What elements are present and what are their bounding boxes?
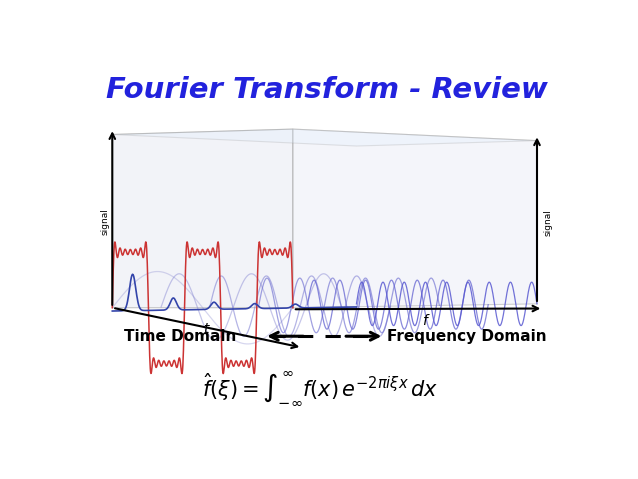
Text: Fourier Transform - Review: Fourier Transform - Review (106, 76, 548, 104)
Polygon shape (112, 129, 293, 308)
Text: signal: signal (544, 209, 553, 236)
Polygon shape (293, 129, 537, 308)
Text: Frequency Domain: Frequency Domain (387, 329, 547, 344)
Text: $t$: $t$ (202, 322, 211, 336)
Polygon shape (112, 129, 537, 146)
Text: signal: signal (100, 208, 109, 235)
Text: $f$: $f$ (422, 313, 431, 328)
Text: $\hat{f}(\xi) = \int_{-\infty}^{\infty} f(x)\, e^{-2\pi i \xi x}\, dx$: $\hat{f}(\xi) = \int_{-\infty}^{\infty} … (202, 370, 438, 408)
Text: Time Domain: Time Domain (124, 329, 237, 344)
